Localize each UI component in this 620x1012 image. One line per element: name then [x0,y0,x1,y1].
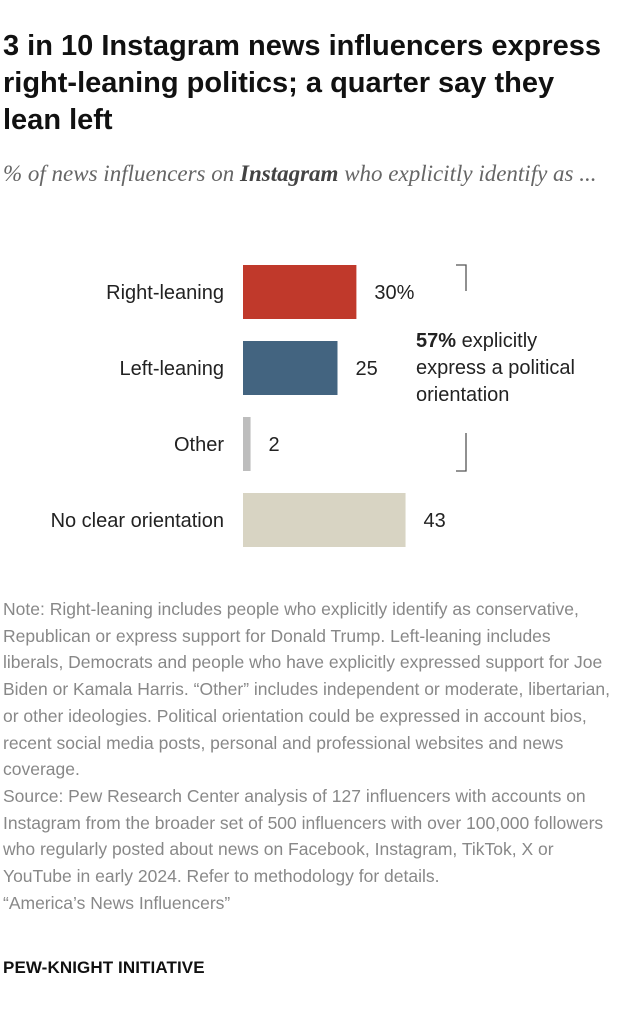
subtitle-after: who explicitly identify as ... [338,161,597,186]
value-label-no-clear-orientation: 43 [424,510,446,532]
chart-notes: Note: Right-leaning includes people who … [3,596,615,916]
subtitle-platform: Instagram [240,161,339,186]
annotation-line-1: explicitly [456,330,537,352]
note-text: Note: Right-leaning includes people who … [3,599,610,780]
bar-no-clear-orientation [243,493,406,547]
bar-right-leaning [243,265,357,319]
value-label-right-leaning: 30% [374,282,414,304]
annotation-value: 57% [416,330,456,352]
chart-title: 3 in 10 Instagram news influencers expre… [3,30,601,136]
category-label-no-clear-orientation: No clear orientation [51,510,224,532]
annotation-text: 57% explicitly [416,330,537,352]
bar-left-leaning [243,341,338,395]
bar-other [243,417,251,471]
bracket-top [456,264,467,291]
brand-label: PEW-KNIGHT INITIATIVE [3,958,205,977]
bar-chart: Right-leaning 30% Left-leaning 25 Other 2 No c… [51,264,575,547]
category-label-left-leaning: Left-leaning [119,358,224,380]
report-name: “America’s News Influencers” [3,892,231,913]
value-label-left-leaning: 25 [356,358,378,380]
annotation-line-3: orientation [416,384,509,406]
source-text: Source: Pew Research Center analysis of … [3,785,604,887]
value-label-other: 2 [269,434,280,456]
category-label-other: Other [174,434,224,456]
annotation-line-2: express a political [416,357,575,379]
subtitle-before: % of news influencers on [3,161,240,186]
bracket-bottom [456,433,467,472]
category-label-right-leaning: Right-leaning [106,282,224,304]
chart-subtitle: % of news influencers on Instagram who e… [3,158,603,189]
